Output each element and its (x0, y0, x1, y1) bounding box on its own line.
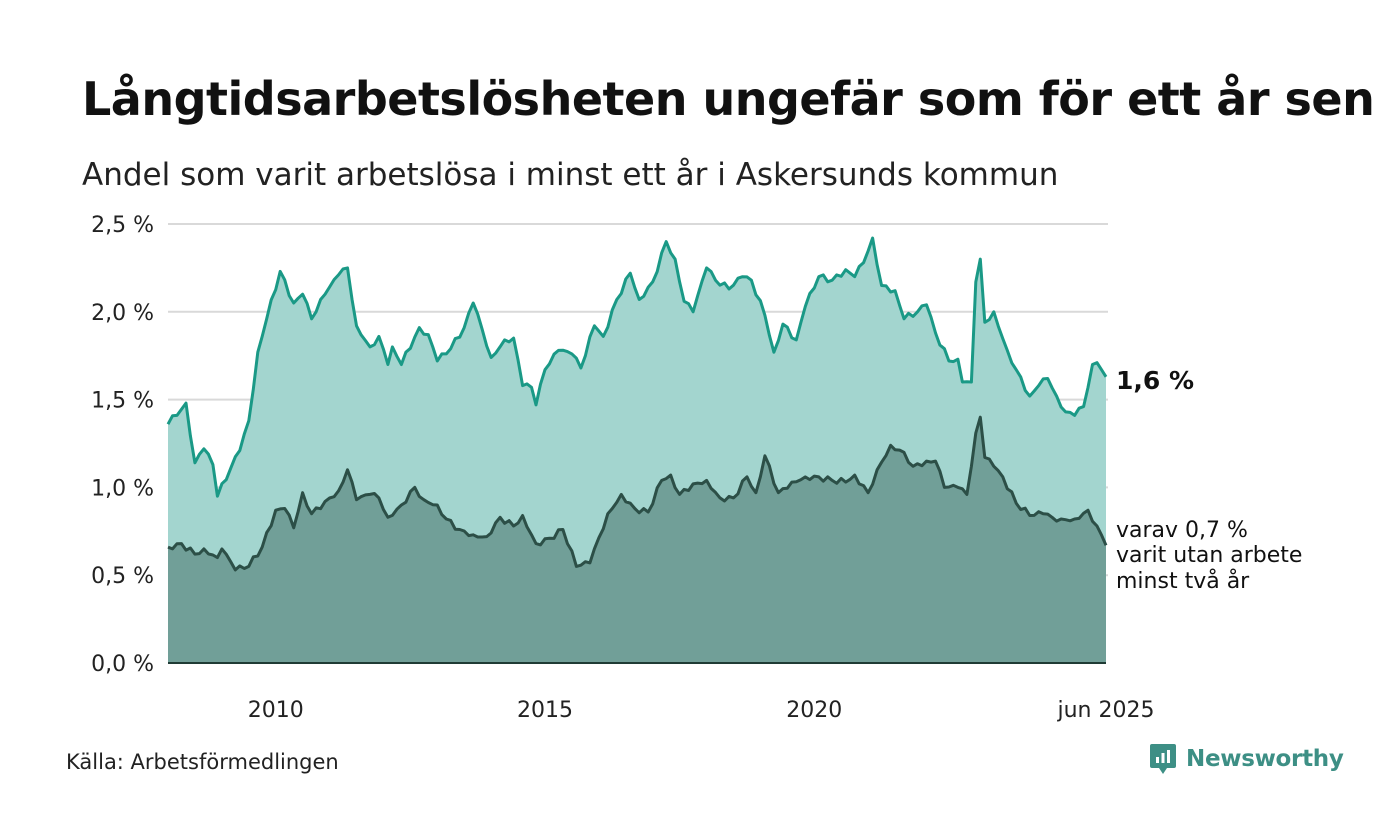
subset-label-line-3: minst två år (1116, 568, 1250, 594)
x-axis: 2010 2015 2020 jun 2025 (248, 698, 1155, 723)
y-tick-label: 2,5 % (91, 213, 154, 238)
chart-subtitle: Andel som varit arbetslösa i minst ett å… (82, 157, 1059, 193)
x-tick-label: 2020 (786, 698, 842, 723)
series-1-line (166, 236, 1108, 498)
series-2-line (167, 415, 1108, 572)
x-tick-label: 2015 (517, 698, 573, 723)
brand-name: Newsworthy (1186, 746, 1344, 772)
subset-label-line-1: varav 0,7 % (1116, 518, 1248, 543)
series-2-area (168, 417, 1106, 663)
newsworthy-logo-icon (1150, 744, 1176, 774)
x-tick-label: 2010 (248, 698, 304, 723)
brand-logo: Newsworthy (1148, 742, 1344, 776)
y-tick-label: 0,5 % (91, 564, 154, 589)
y-tick-label: 1,5 % (91, 389, 154, 414)
total-value-label: 1,6 % (1116, 366, 1194, 395)
y-tick-label: 2,0 % (91, 301, 154, 326)
subset-label-line-2: varit utan arbete (1116, 543, 1302, 568)
chart-title: Långtidsarbetslösheten ungefär som för e… (82, 72, 1375, 126)
source-note: Källa: Arbetsförmedlingen (66, 750, 339, 774)
y-tick-label: 1,0 % (91, 476, 154, 501)
chart-areas (166, 236, 1108, 664)
x-tick-label: jun 2025 (1057, 698, 1155, 723)
y-axis: 0,0 % 0,5 % 1,0 % 1,5 % 2,0 % 2,5 % (91, 213, 154, 677)
y-tick-label: 0,0 % (91, 652, 154, 677)
